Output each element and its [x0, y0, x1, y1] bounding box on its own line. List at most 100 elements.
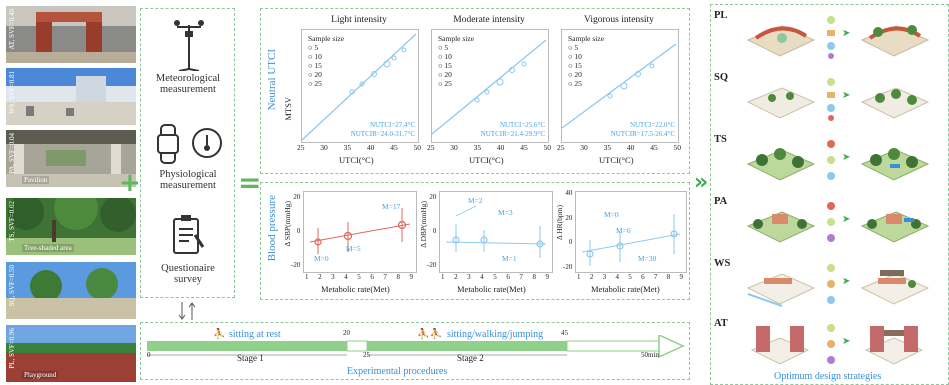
site-label: PA, SVF=0.04 — [8, 133, 16, 174]
row-code: SQ — [714, 72, 729, 83]
utci-plot-area: Sample size ○ 5 ○ 10 ○ 15 ○ 20 ○ 25 NUTC… — [431, 29, 549, 143]
site-model-after — [860, 270, 930, 305]
utci-axis-label: UTCI(°C) — [339, 155, 374, 165]
bp-plot-area: M=0 M=5 M=17 — [303, 191, 417, 273]
strategy-icons — [827, 140, 835, 180]
site-model-after — [860, 87, 930, 119]
legend-title: Sample size — [438, 34, 475, 43]
site-model-after — [860, 148, 930, 181]
mark-45: 45 — [561, 329, 568, 337]
utci-stats: NUTCI=25.6°C NUTCIR=21.4-29.9°C — [480, 121, 545, 138]
site-model-before — [746, 211, 816, 243]
utci-panel-title: Vigorous intensity — [584, 15, 654, 25]
activity-1-label: sitting at rest — [229, 329, 281, 340]
questionnaire-label: Questionaire survey — [161, 263, 215, 285]
legend-item: ○ 20 — [308, 70, 322, 79]
sample-tag: M=5 — [346, 244, 361, 253]
sbp-plot — [309, 208, 411, 254]
site-photo-image — [6, 130, 136, 187]
row-code: AT — [714, 318, 728, 329]
legend: Sample size ○ 5 ○ 10 ○ 15 ○ 20 ○ 25 — [568, 34, 604, 88]
site-model-before — [746, 87, 816, 119]
site-model-after — [860, 25, 930, 57]
site-model-before — [746, 273, 816, 307]
blood-pressure-panel: Blood pressure Δ SBP(mmHg) 20 0 -20 M=0 M=… — [260, 182, 690, 300]
mark-25: 25 — [363, 351, 370, 359]
site-model-before — [750, 326, 810, 365]
legend-item: ○ 10 — [438, 52, 452, 61]
legend: Sample size ○ 5 ○ 10 ○ 15 ○ 20 ○ 25 — [438, 34, 474, 88]
site-photo-image — [6, 68, 136, 125]
site-photo-image — [6, 325, 136, 382]
legend-item: ○ 5 — [568, 43, 579, 52]
legend-title: Sample size — [308, 34, 345, 43]
site-label: AT, SVF=0.40 — [8, 9, 16, 50]
y-tick-labels: 20 0 -20 — [427, 193, 437, 269]
legend-item: ○ 25 — [308, 79, 322, 88]
legend-item: ○ 15 — [308, 61, 322, 70]
site-photo-image — [6, 262, 136, 319]
mark-20: 20 — [343, 329, 350, 337]
sample-tag: M=6 — [616, 226, 631, 235]
strategy-icons — [827, 16, 835, 59]
sitting-icon: ⛹ — [213, 329, 226, 340]
row-code: TS — [714, 134, 727, 145]
site-photo-image — [6, 6, 136, 63]
legend: Sample size ○ 5 ○ 10 ○ 15 ○ 20 ○ 25 — [308, 34, 344, 88]
utci-scatter — [431, 39, 547, 135]
legend-item: ○ 10 — [308, 52, 322, 61]
neutral-utci-panel: Neutral UTCI MTSV Light intensity Sample… — [260, 8, 690, 174]
timeline-arrow — [147, 335, 685, 359]
legend-item: ○ 15 — [438, 61, 452, 70]
site-label: PL, SVF=0.96 — [8, 328, 16, 369]
legend-item: ○ 15 — [568, 61, 582, 70]
blood-pressure-label: Blood pressure — [266, 195, 278, 262]
metabolic-axis-label: Metabolic rate(Met) — [321, 284, 390, 294]
arrow-icon: ➤ — [842, 28, 851, 39]
utci-scatter — [561, 43, 677, 129]
site-model-before — [746, 25, 816, 57]
thermometer-icon — [192, 128, 222, 158]
utci-axis-label: UTCI(°C) — [469, 155, 504, 165]
y-tick-labels: 20 0 -20 — [291, 193, 301, 269]
mark-0: 0 — [147, 351, 151, 359]
site-model-after — [864, 326, 924, 365]
metabolic-axis-label: Metabolic rate(Met) — [591, 284, 660, 294]
site-name: Playground — [22, 371, 59, 379]
legend-item: ○ 10 — [568, 52, 582, 61]
legend-item: ○ 5 — [308, 43, 319, 52]
site-label: WS, SVF=0.81 — [8, 71, 16, 115]
utci-plot-area: Sample size ○ 5 ○ 10 ○ 15 ○ 20 ○ 25 NUTC… — [561, 29, 679, 143]
y-tick-labels: 40 20 0 -20 — [563, 189, 573, 271]
hr-plot — [581, 214, 681, 266]
site-label: TS, SVF=0.02 — [8, 201, 16, 242]
arrow-icon: ➤ — [842, 336, 851, 347]
site-photo-ts: TS, SVF=0.02 Tree-shaded area — [6, 198, 136, 255]
strategy-row-pa: PA ➤ — [714, 196, 946, 250]
sample-tag: M=0 — [604, 210, 619, 219]
stage-1-label: Stage 1 — [237, 353, 264, 363]
stage-2-label: Stage 2 — [457, 353, 484, 363]
strategy-row-ts: TS ➤ — [714, 134, 946, 188]
site-model-after — [860, 211, 930, 243]
arrow-icon: ➤ — [842, 90, 851, 101]
clipboard-icon — [173, 215, 205, 254]
strategy-icons — [827, 324, 835, 364]
experimental-procedures-title: Experimental procedures — [347, 366, 448, 377]
metabolic-axis-label: Metabolic rate(Met) — [457, 284, 526, 294]
utci-panel-title: Light intensity — [331, 15, 387, 25]
design-strategies-title: Optimum design strategies — [774, 371, 882, 382]
legend-item: ○ 25 — [438, 79, 452, 88]
site-label: SQ, SVF=0.50 — [8, 265, 16, 307]
x-tick-labels: 25 30 35 40 45 50 — [557, 143, 681, 152]
sample-tag: M=1 — [502, 254, 517, 263]
utci-stats: NUTCI=22.0°C NUTCIR=17.5-26.4°C — [610, 121, 675, 138]
site-photo-pa: PA, SVF=0.04 Pavilion — [6, 130, 136, 187]
legend-title: Sample size — [568, 34, 605, 43]
strategy-icons — [827, 264, 835, 304]
site-photo-image — [6, 198, 136, 255]
legend-item: ○ 5 — [438, 43, 449, 52]
site-name: Tree-shaded area — [22, 244, 74, 252]
